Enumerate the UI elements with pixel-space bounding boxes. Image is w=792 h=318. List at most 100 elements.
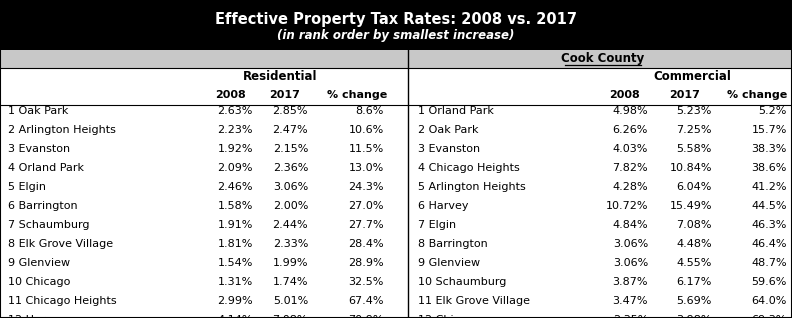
Text: Effective Property Tax Rates: 2008 vs. 2017: Effective Property Tax Rates: 2008 vs. 2…: [215, 12, 577, 27]
Text: 1.92%: 1.92%: [218, 144, 253, 154]
Text: Commercial: Commercial: [653, 70, 731, 83]
Text: 7.25%: 7.25%: [676, 125, 712, 135]
Text: 11 Chicago Heights: 11 Chicago Heights: [8, 296, 116, 306]
Text: 1 Oak Park: 1 Oak Park: [8, 106, 68, 116]
Text: 8 Elk Grove Village: 8 Elk Grove Village: [8, 239, 113, 249]
Bar: [0, 50, 792, 68]
Text: 2.46%: 2.46%: [218, 182, 253, 192]
Text: 7.08%: 7.08%: [272, 315, 308, 318]
Text: 3.06%: 3.06%: [613, 258, 648, 268]
Text: 9 Glenview: 9 Glenview: [8, 258, 70, 268]
Text: 6 Barrington: 6 Barrington: [8, 201, 78, 211]
Text: 10.72%: 10.72%: [606, 201, 648, 211]
Text: 1.54%: 1.54%: [218, 258, 253, 268]
Text: 28.4%: 28.4%: [348, 239, 384, 249]
Text: 24.3%: 24.3%: [348, 182, 384, 192]
Text: 7 Schaumburg: 7 Schaumburg: [8, 220, 89, 230]
Text: 2.44%: 2.44%: [272, 220, 308, 230]
Text: 44.5%: 44.5%: [752, 201, 787, 211]
Text: 2.36%: 2.36%: [272, 163, 308, 173]
Text: 3 Evanston: 3 Evanston: [8, 144, 70, 154]
Text: Cook County: Cook County: [562, 52, 645, 65]
Text: 4.14%: 4.14%: [218, 315, 253, 318]
Text: 2.47%: 2.47%: [272, 125, 308, 135]
Text: 32.5%: 32.5%: [348, 277, 384, 287]
Text: 5.2%: 5.2%: [759, 106, 787, 116]
Text: 2.23%: 2.23%: [218, 125, 253, 135]
Text: 3.06%: 3.06%: [613, 239, 648, 249]
Text: 4 Chicago Heights: 4 Chicago Heights: [418, 163, 520, 173]
Text: 67.4%: 67.4%: [348, 296, 384, 306]
Text: 46.3%: 46.3%: [752, 220, 787, 230]
Text: 4.03%: 4.03%: [613, 144, 648, 154]
Text: 2.35%: 2.35%: [613, 315, 648, 318]
Text: 38.6%: 38.6%: [752, 163, 787, 173]
Text: 1 Orland Park: 1 Orland Park: [418, 106, 494, 116]
Text: 48.7%: 48.7%: [752, 258, 787, 268]
Text: 2008: 2008: [610, 90, 641, 100]
Text: 2017: 2017: [669, 90, 700, 100]
Text: 12 Harvey: 12 Harvey: [8, 315, 66, 318]
Text: 3.47%: 3.47%: [612, 296, 648, 306]
Text: 41.2%: 41.2%: [752, 182, 787, 192]
Text: 4.84%: 4.84%: [612, 220, 648, 230]
Text: 6 Harvey: 6 Harvey: [418, 201, 469, 211]
Text: 2.99%: 2.99%: [217, 296, 253, 306]
Text: 7.08%: 7.08%: [676, 220, 712, 230]
Text: 5.69%: 5.69%: [676, 296, 712, 306]
Text: 10.6%: 10.6%: [348, 125, 384, 135]
Text: 46.4%: 46.4%: [752, 239, 787, 249]
Text: 38.3%: 38.3%: [752, 144, 787, 154]
Text: 2008: 2008: [215, 90, 246, 100]
Text: 15.49%: 15.49%: [669, 201, 712, 211]
Text: 2.33%: 2.33%: [272, 239, 308, 249]
Text: 4.55%: 4.55%: [676, 258, 712, 268]
Text: 27.7%: 27.7%: [348, 220, 384, 230]
Text: 11.5%: 11.5%: [348, 144, 384, 154]
Text: (in rank order by smallest increase): (in rank order by smallest increase): [277, 29, 515, 42]
Text: 2.85%: 2.85%: [272, 106, 308, 116]
Text: 7.82%: 7.82%: [612, 163, 648, 173]
Text: 4.28%: 4.28%: [612, 182, 648, 192]
Text: 6.04%: 6.04%: [676, 182, 712, 192]
Text: 10 Schaumburg: 10 Schaumburg: [418, 277, 506, 287]
Text: 3.06%: 3.06%: [272, 182, 308, 192]
Text: 6.17%: 6.17%: [676, 277, 712, 287]
Text: 2 Oak Park: 2 Oak Park: [418, 125, 478, 135]
Text: 2.00%: 2.00%: [272, 201, 308, 211]
Text: 9 Glenview: 9 Glenview: [418, 258, 480, 268]
Text: 1.58%: 1.58%: [218, 201, 253, 211]
Text: 3.87%: 3.87%: [612, 277, 648, 287]
Text: 4.98%: 4.98%: [612, 106, 648, 116]
Text: 7 Elgin: 7 Elgin: [418, 220, 456, 230]
Text: 69.3%: 69.3%: [752, 315, 787, 318]
Text: 27.0%: 27.0%: [348, 201, 384, 211]
Text: 4 Orland Park: 4 Orland Park: [8, 163, 84, 173]
Text: 13.0%: 13.0%: [348, 163, 384, 173]
Text: 1.91%: 1.91%: [218, 220, 253, 230]
Text: 2.63%: 2.63%: [218, 106, 253, 116]
Text: 12 Chicago: 12 Chicago: [418, 315, 481, 318]
Text: % change: % change: [327, 90, 387, 100]
Text: 2.15%: 2.15%: [272, 144, 308, 154]
Text: 3.98%: 3.98%: [676, 315, 712, 318]
Text: 10.84%: 10.84%: [669, 163, 712, 173]
Text: 5.23%: 5.23%: [676, 106, 712, 116]
Text: 2.09%: 2.09%: [218, 163, 253, 173]
Text: 6.26%: 6.26%: [613, 125, 648, 135]
Text: 5 Arlington Heights: 5 Arlington Heights: [418, 182, 526, 192]
Text: 5 Elgin: 5 Elgin: [8, 182, 46, 192]
Text: 4.48%: 4.48%: [676, 239, 712, 249]
Text: % change: % change: [727, 90, 787, 100]
Text: 1.99%: 1.99%: [272, 258, 308, 268]
Text: 2017: 2017: [269, 90, 300, 100]
Text: 5.58%: 5.58%: [676, 144, 712, 154]
Text: Residential: Residential: [243, 70, 318, 83]
Text: 1.81%: 1.81%: [218, 239, 253, 249]
Text: 15.7%: 15.7%: [752, 125, 787, 135]
Text: 59.6%: 59.6%: [752, 277, 787, 287]
Text: 2 Arlington Heights: 2 Arlington Heights: [8, 125, 116, 135]
Text: 70.9%: 70.9%: [348, 315, 384, 318]
Text: 8 Barrington: 8 Barrington: [418, 239, 488, 249]
Text: 8.6%: 8.6%: [356, 106, 384, 116]
